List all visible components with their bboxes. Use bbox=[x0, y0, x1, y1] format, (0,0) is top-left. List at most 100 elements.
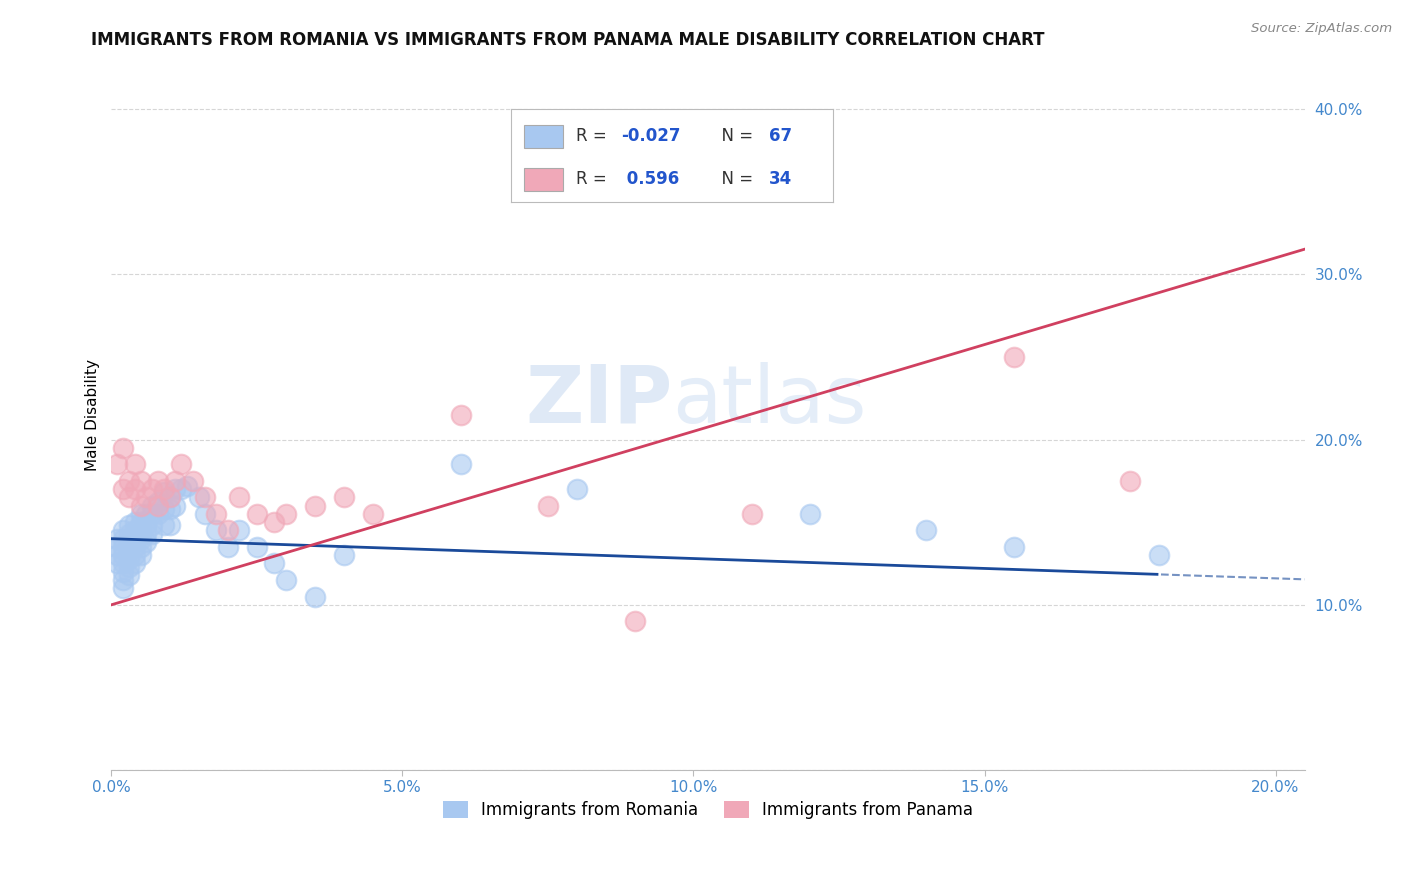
Point bbox=[124, 515, 146, 529]
Point bbox=[205, 507, 228, 521]
Point bbox=[146, 474, 169, 488]
Point bbox=[228, 524, 250, 538]
Point bbox=[165, 474, 187, 488]
Point bbox=[141, 482, 163, 496]
Point bbox=[129, 515, 152, 529]
Point bbox=[450, 458, 472, 472]
Point bbox=[205, 524, 228, 538]
Point bbox=[118, 474, 141, 488]
Point bbox=[152, 482, 174, 496]
Point bbox=[124, 548, 146, 562]
Point bbox=[118, 491, 141, 505]
Point bbox=[741, 507, 763, 521]
Point bbox=[118, 551, 141, 566]
Point bbox=[129, 524, 152, 538]
Point bbox=[124, 524, 146, 538]
Text: IMMIGRANTS FROM ROMANIA VS IMMIGRANTS FROM PANAMA MALE DISABILITY CORRELATION CH: IMMIGRANTS FROM ROMANIA VS IMMIGRANTS FR… bbox=[91, 31, 1045, 49]
Point bbox=[112, 524, 135, 538]
Point bbox=[193, 491, 215, 505]
Point bbox=[165, 482, 187, 496]
Point bbox=[187, 491, 209, 505]
Point bbox=[799, 507, 821, 521]
Point bbox=[217, 540, 239, 554]
Point bbox=[141, 518, 163, 533]
Point bbox=[124, 458, 146, 472]
Point bbox=[112, 565, 135, 579]
Point bbox=[146, 495, 169, 509]
Point bbox=[1002, 350, 1025, 364]
Point bbox=[181, 474, 204, 488]
Point bbox=[1147, 548, 1170, 562]
Point bbox=[129, 548, 152, 562]
Point bbox=[228, 491, 250, 505]
Point bbox=[263, 515, 285, 529]
Point bbox=[176, 479, 198, 493]
Point bbox=[129, 507, 152, 521]
Point bbox=[129, 499, 152, 513]
Point bbox=[159, 518, 181, 533]
Text: Source: ZipAtlas.com: Source: ZipAtlas.com bbox=[1251, 22, 1392, 36]
Point bbox=[135, 526, 157, 541]
Point bbox=[170, 458, 193, 472]
Point bbox=[112, 581, 135, 595]
Point bbox=[450, 408, 472, 422]
Point bbox=[217, 524, 239, 538]
Point bbox=[112, 548, 135, 562]
Point bbox=[246, 507, 269, 521]
Point bbox=[193, 507, 215, 521]
Point bbox=[112, 573, 135, 587]
Point bbox=[105, 532, 128, 546]
Point bbox=[112, 557, 135, 571]
Point bbox=[263, 557, 285, 571]
Point bbox=[124, 532, 146, 546]
Point bbox=[129, 532, 152, 546]
Point bbox=[124, 482, 146, 496]
Point bbox=[118, 518, 141, 533]
Point bbox=[146, 499, 169, 513]
Legend: Immigrants from Romania, Immigrants from Panama: Immigrants from Romania, Immigrants from… bbox=[436, 794, 980, 826]
Point bbox=[118, 568, 141, 582]
Point bbox=[146, 507, 169, 521]
Point bbox=[112, 482, 135, 496]
Point bbox=[118, 543, 141, 558]
Point bbox=[152, 518, 174, 533]
Point bbox=[333, 548, 356, 562]
Point bbox=[274, 573, 297, 587]
Point bbox=[118, 526, 141, 541]
Point bbox=[135, 518, 157, 533]
Point bbox=[304, 499, 326, 513]
Point bbox=[124, 540, 146, 554]
Point bbox=[565, 482, 588, 496]
Point bbox=[363, 507, 385, 521]
Point bbox=[1119, 474, 1142, 488]
Point bbox=[118, 535, 141, 549]
Point bbox=[170, 482, 193, 496]
Point bbox=[304, 590, 326, 604]
Point bbox=[112, 532, 135, 546]
Point bbox=[105, 548, 128, 562]
Point bbox=[141, 499, 163, 513]
Point bbox=[135, 535, 157, 549]
Text: atlas: atlas bbox=[672, 361, 866, 440]
Point bbox=[118, 559, 141, 574]
Point bbox=[105, 540, 128, 554]
Point bbox=[124, 557, 146, 571]
Point bbox=[159, 491, 181, 505]
Point bbox=[105, 557, 128, 571]
Point bbox=[152, 502, 174, 516]
Point bbox=[141, 526, 163, 541]
Point bbox=[165, 499, 187, 513]
Point bbox=[274, 507, 297, 521]
Point bbox=[129, 540, 152, 554]
Point bbox=[915, 524, 938, 538]
Point bbox=[141, 507, 163, 521]
Point bbox=[333, 491, 356, 505]
Point bbox=[112, 441, 135, 455]
Y-axis label: Male Disability: Male Disability bbox=[86, 359, 100, 471]
Point bbox=[159, 491, 181, 505]
Point bbox=[135, 491, 157, 505]
Point bbox=[112, 540, 135, 554]
Point bbox=[105, 458, 128, 472]
Text: ZIP: ZIP bbox=[524, 361, 672, 440]
Point bbox=[246, 540, 269, 554]
